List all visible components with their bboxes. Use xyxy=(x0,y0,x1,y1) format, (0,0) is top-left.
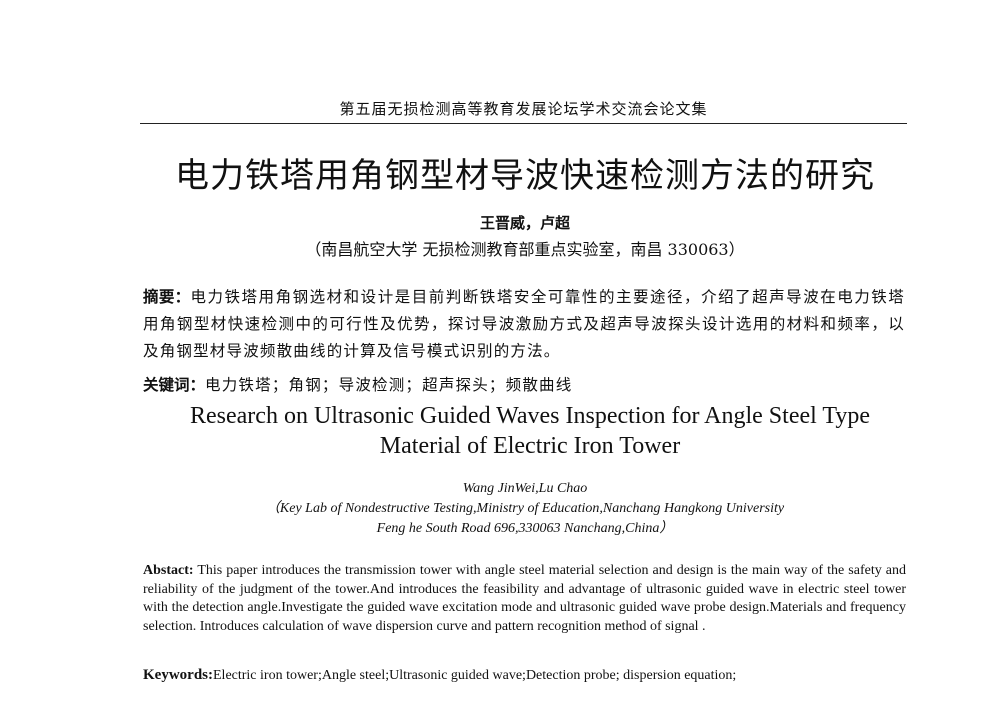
chinese-abstract: 摘要：电力铁塔用角钢选材和设计是目前判断铁塔安全可靠性的主要途径，介绍了超声导波… xyxy=(143,284,905,365)
journal-header: 第五届无损检测高等教育发展论坛学术交流会论文集 xyxy=(339,100,708,118)
chinese-keywords: 关键词：电力铁塔；角钢；导波检测；超声探头；频散曲线 xyxy=(143,373,905,395)
affiliation-line: Feng he South Road 696,330063 Nanchang,C… xyxy=(376,521,674,536)
affiliation-line: （Key Lab of Nondestructive Testing,Minis… xyxy=(265,501,785,516)
keywords-label: Keywords: xyxy=(143,667,213,683)
keywords-text: Electric iron tower;Angle steel;Ultrason… xyxy=(213,668,737,683)
english-authors: Wang JinWei,Lu Chao xyxy=(462,481,588,496)
abstract-text: 电力铁塔用角钢选材和设计是目前判断铁塔安全可靠性的主要途径，介绍了超声导波在电力… xyxy=(143,288,905,360)
chinese-authors: 王晋威，卢超 xyxy=(479,214,570,232)
english-affiliation: （Key Lab of Nondestructive Testing,Minis… xyxy=(25,499,1000,539)
english-abstract: Abstact: This paper introduces the trans… xyxy=(143,562,906,636)
chinese-affiliation: （南昌航空大学 无损检测教育部重点实验室，南昌 330063） xyxy=(305,240,745,259)
header-rule xyxy=(140,123,907,124)
english-keywords: Keywords:Electric iron tower;Angle steel… xyxy=(143,667,906,684)
abstract-label: 摘要： xyxy=(143,288,191,306)
title-line: Material of Electric Iron Tower xyxy=(379,433,681,459)
abstract-label: Abstact: xyxy=(143,563,194,578)
chinese-title: 电力铁塔用角钢型材导波快速检测方法的研究 xyxy=(175,156,875,196)
abstract-text: This paper introduces the transmission t… xyxy=(143,563,906,634)
keywords-text: 电力铁塔；角钢；导波检测；超声探头；频散曲线 xyxy=(205,376,573,394)
keywords-label: 关键词： xyxy=(143,376,206,394)
english-title: Research on Ultrasonic Guided Waves Insp… xyxy=(100,401,960,461)
title-line: Research on Ultrasonic Guided Waves Insp… xyxy=(190,403,870,429)
